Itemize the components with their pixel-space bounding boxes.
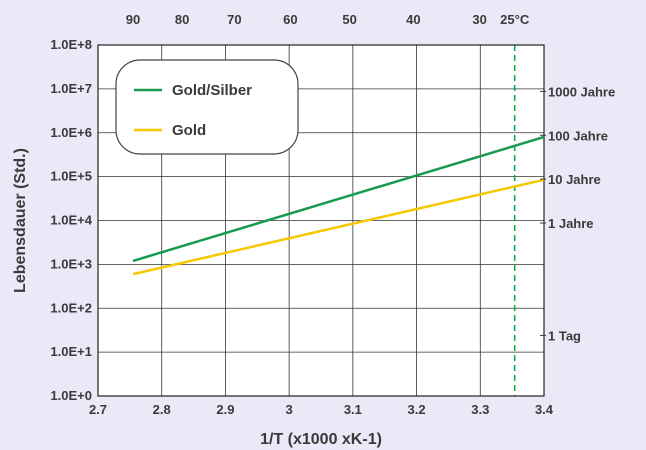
right-annotations: 1000 Jahre 100 Jahre 10 Jahre 1 Jahre 1 Tag <box>540 84 615 343</box>
y-tick-label: 1.0E+5 <box>50 169 92 184</box>
top-tick-label: 25°C <box>500 12 530 27</box>
x-tick-label: 3.4 <box>535 402 554 417</box>
annotation-label: 1000 Jahre <box>548 84 615 99</box>
legend-label: Gold <box>172 122 206 139</box>
top-tick-label: 60 <box>283 12 297 27</box>
tick-labels: 2.7 2.8 2.9 3 3.1 3.2 3.3 3.4 1.0E+0 1.0E+1 1.0E+2… <box>50 12 553 417</box>
y-tick-label: 1.0E+8 <box>50 37 92 52</box>
y-tick-label: 1.0E+6 <box>50 125 92 140</box>
series <box>132 135 545 276</box>
x-tick-label: 2.8 <box>153 402 171 417</box>
legend-label: Gold/Silber <box>172 82 252 99</box>
y-tick-label: 1.0E+4 <box>50 213 92 228</box>
y-tick-label: 1.0E+3 <box>50 256 92 271</box>
plot-frame <box>97 44 545 397</box>
x-tick-label: 2.7 <box>89 402 107 417</box>
y-axis-title: Lebensdauer (Std.) <box>12 148 29 293</box>
x-tick-label: 3 <box>286 402 293 417</box>
series-line <box>132 178 545 276</box>
legend: Gold/Silber Gold <box>115 59 299 155</box>
top-tick-label: 50 <box>342 12 356 27</box>
top-tick-label: 80 <box>175 12 189 27</box>
series-line <box>132 135 545 263</box>
annotation-label: 1 Tag <box>548 328 581 343</box>
annotation-label: 10 Jahre <box>548 172 601 187</box>
x-tick-label: 3.1 <box>344 402 362 417</box>
legend-box <box>115 59 299 155</box>
y-tick-label: 1.0E+2 <box>50 300 92 315</box>
x-axis-title: 1/T (x1000 xK-1) <box>260 431 382 448</box>
x-tick-label: 3.3 <box>471 402 489 417</box>
annotation-label: 100 Jahre <box>548 128 608 143</box>
x-tick-label: 2.9 <box>216 402 234 417</box>
top-tick-label: 40 <box>406 12 420 27</box>
annotation-label: 1 Jahre <box>548 216 594 231</box>
top-tick-label: 70 <box>227 12 241 27</box>
x-tick-label: 3.2 <box>408 402 426 417</box>
top-tick-label: 30 <box>472 12 486 27</box>
y-tick-label: 1.0E+1 <box>50 344 92 359</box>
y-tick-label: 1.0E+7 <box>50 81 92 96</box>
y-tick-label: 1.0E+0 <box>50 388 92 403</box>
top-tick-label: 90 <box>126 12 140 27</box>
